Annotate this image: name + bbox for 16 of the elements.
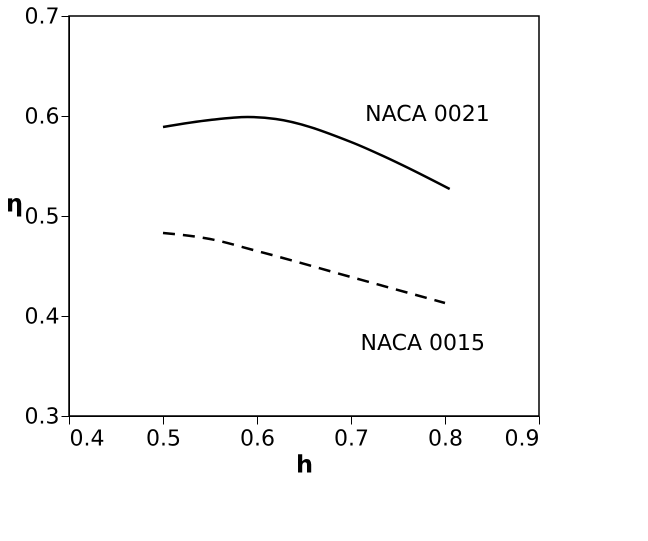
series-label: NACA 0021 (365, 102, 490, 127)
y-tick-label: 0.6 (24, 104, 60, 130)
y-tick-label: 0.5 (24, 204, 60, 230)
x-tick-label: 0.5 (146, 426, 181, 452)
y-tick-label: 0.3 (24, 404, 60, 430)
x-tick-label: 0.7 (334, 426, 369, 452)
x-tick-label: 0.9 (504, 426, 540, 452)
x-tick-label: 0.4 (70, 426, 104, 452)
y-axis-title: η (6, 190, 24, 218)
x-tick-label: 0.6 (240, 426, 275, 452)
text: NACA 0015 (360, 331, 485, 356)
line-series (162, 232, 446, 304)
x-tick-label: 0.8 (428, 426, 463, 452)
y-tick-label: 0.4 (24, 304, 60, 330)
x-axis-title: h (296, 450, 314, 478)
y-tick-label: 0.7 (24, 4, 60, 30)
